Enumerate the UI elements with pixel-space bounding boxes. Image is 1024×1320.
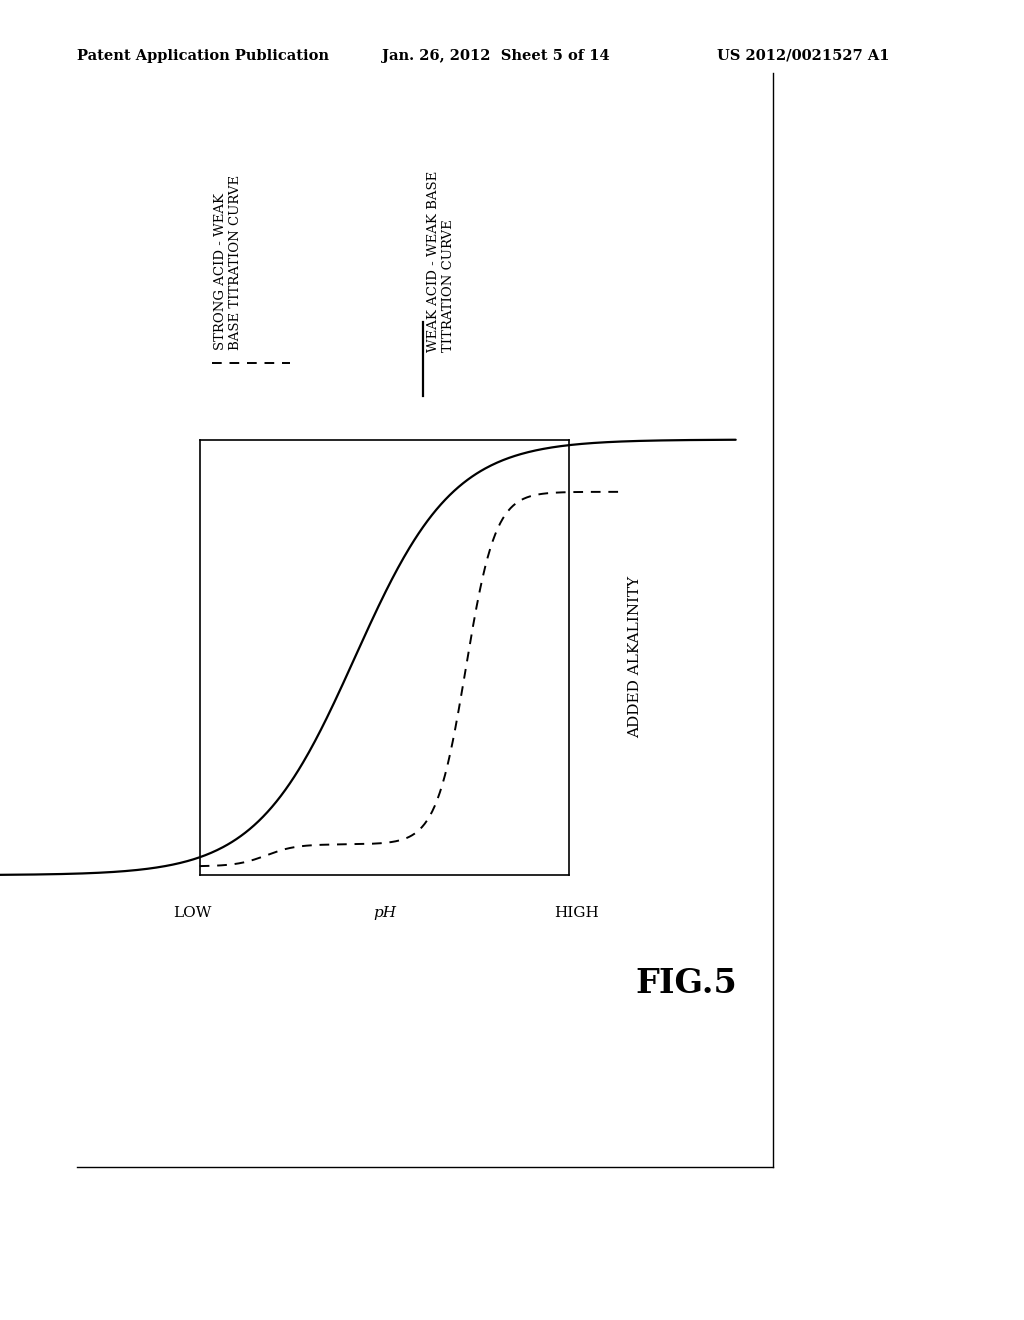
Text: STRONG ACID - WEAK
BASE TITRATION CURVE: STRONG ACID - WEAK BASE TITRATION CURVE <box>214 174 243 350</box>
Text: pH: pH <box>373 906 396 920</box>
Text: FIG.5: FIG.5 <box>635 966 736 1001</box>
Text: US 2012/0021527 A1: US 2012/0021527 A1 <box>717 49 889 63</box>
Text: ADDED ALKALINITY: ADDED ALKALINITY <box>629 577 642 738</box>
Text: HIGH: HIGH <box>554 906 599 920</box>
Text: Patent Application Publication: Patent Application Publication <box>77 49 329 63</box>
Text: WEAK ACID - WEAK BASE
TITRATION CURVE: WEAK ACID - WEAK BASE TITRATION CURVE <box>427 172 456 352</box>
Text: Jan. 26, 2012  Sheet 5 of 14: Jan. 26, 2012 Sheet 5 of 14 <box>382 49 609 63</box>
Text: LOW: LOW <box>173 906 212 920</box>
